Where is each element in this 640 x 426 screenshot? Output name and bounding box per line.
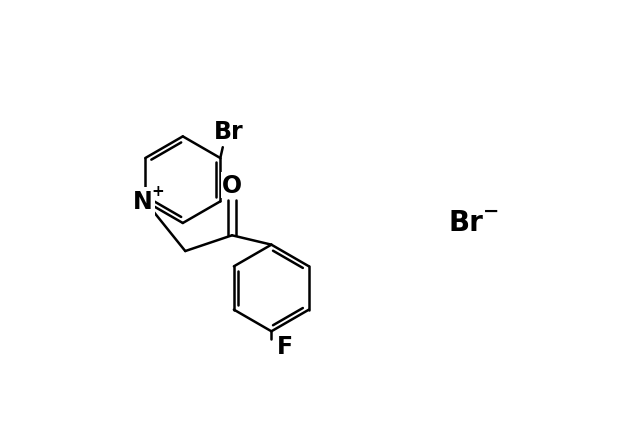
Text: +: + [151,184,164,199]
Text: Br: Br [449,208,483,236]
Text: F: F [276,334,292,358]
Text: O: O [222,174,242,198]
Text: Br: Br [214,120,243,144]
Text: −: − [483,201,500,220]
Text: N: N [133,190,153,214]
